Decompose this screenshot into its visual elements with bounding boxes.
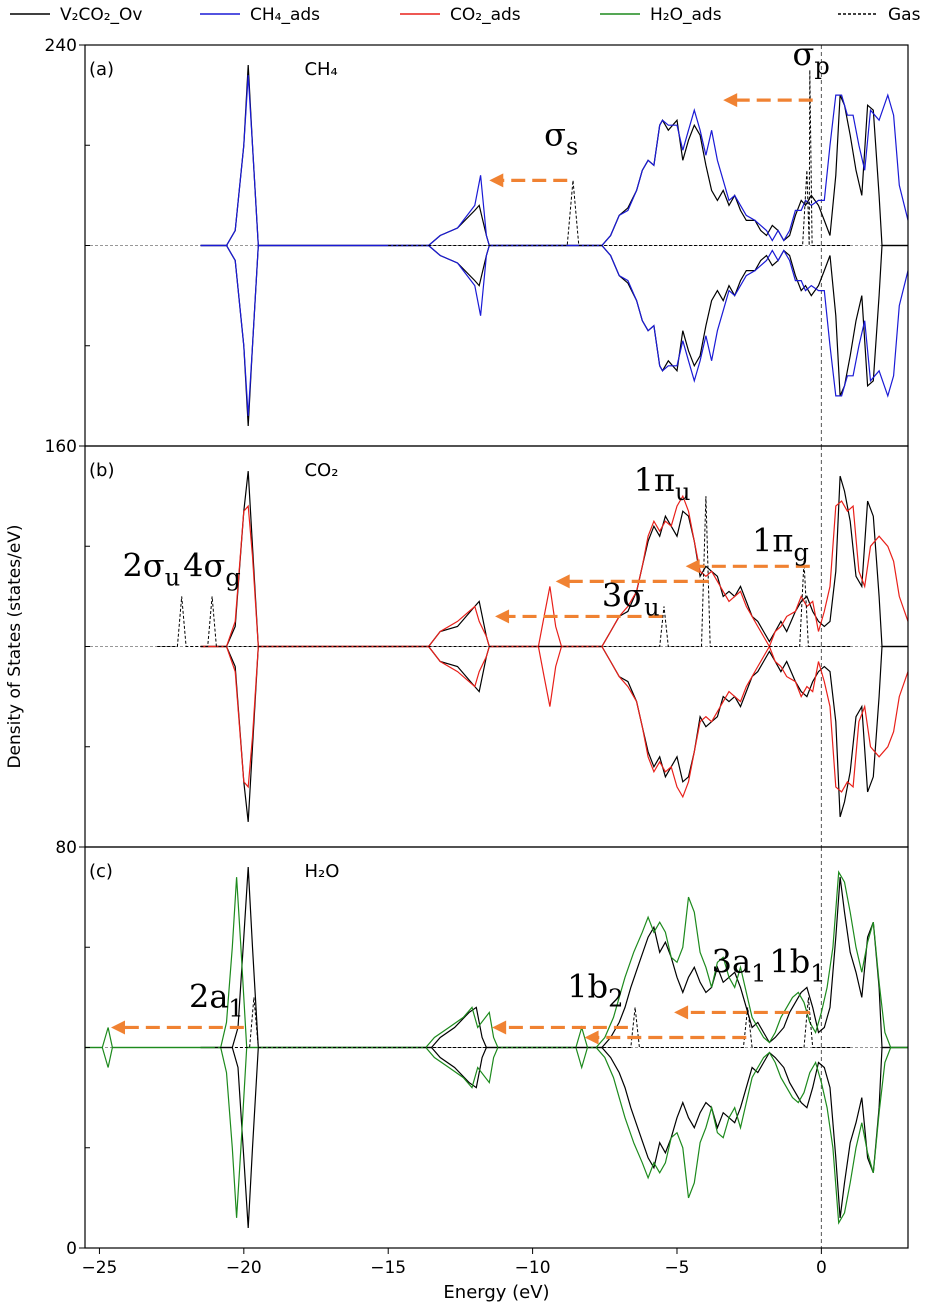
shift-arrowhead-b-2 [685, 559, 700, 574]
shift-arrowhead-c-0 [110, 1020, 125, 1035]
panel-tag-a: (a) [89, 59, 114, 80]
series-v2co2-down-c [200, 1046, 908, 1229]
legend-entry-gas: Gas [838, 5, 921, 25]
y-tick-label: 240 [45, 36, 77, 56]
orbital-label-c-1: 1b2 [567, 967, 623, 1012]
shift-arrowhead-a-1 [723, 93, 738, 108]
orbital-label-b-2: 3σu [602, 576, 660, 621]
x-axis-label: Energy (eV) [443, 1282, 549, 1303]
legend-entry-h2o: H₂O_ads [600, 5, 722, 25]
panel-b: 2σu 4σg 3σu 1πu 1πg (b) CO₂ [84, 445, 909, 848]
x-tick-label: −10 [515, 1258, 551, 1278]
series-v2co2-down-b [200, 645, 908, 822]
legend-entry-ch4: CH₄_ads [200, 5, 320, 25]
y-tick-label: 80 [55, 838, 77, 858]
series-v2co2-up-a [200, 64, 908, 247]
shift-arrowhead-c-3 [674, 1005, 689, 1020]
legend-label-co2: CO₂_ads [450, 5, 521, 25]
series-ch4-down-a [200, 244, 908, 416]
series-v2co2-up-c [200, 866, 908, 1049]
legend-entry-v2co2: V₂CO₂_Ov [10, 5, 142, 25]
panel-molecule-c: H₂O [304, 861, 339, 882]
orbital-label-b-3: 1πu [634, 461, 691, 506]
series-h2o-up-c [85, 870, 908, 1049]
shift-arrowhead-b-1 [555, 574, 570, 589]
series-v2co2-up-b [200, 471, 908, 648]
panel-tag-b: (b) [89, 460, 114, 481]
y-tick-label: 160 [45, 437, 77, 457]
shift-arrowhead-c-2 [584, 1030, 599, 1045]
series-ch4-up-a [200, 75, 908, 247]
orbital-label-c-2: 3a1 [712, 942, 767, 987]
legend-entry-co2: CO₂_ads [400, 5, 521, 25]
panel-c-plot [85, 847, 908, 1248]
panel-c: 2a1 1b2 3a1 1b1 (c) H₂O [84, 846, 909, 1249]
panel-molecule-a: CH₄ [304, 59, 337, 80]
orbital-label-a-1: σp [792, 35, 829, 80]
panel-b-plot [85, 446, 908, 847]
series-gas-c [214, 997, 851, 1048]
shift-arrowhead-c-1 [492, 1020, 507, 1035]
x-tick-label: −5 [664, 1258, 689, 1278]
shift-arrowhead-b-0 [495, 609, 510, 624]
panel-a: σs σp (a) CH₄ [84, 35, 909, 447]
x-tick-label: −20 [226, 1258, 262, 1278]
series-v2co2-down-a [200, 244, 908, 427]
orbital-label-a-0: σs [544, 115, 578, 160]
orbital-label-b-1: 4σg [183, 546, 241, 591]
legend-label-gas: Gas [888, 5, 921, 25]
legend-label-h2o: H₂O_ads [650, 5, 722, 25]
legend-label-ch4: CH₄_ads [250, 5, 320, 25]
series-h2o-down-c [85, 1046, 908, 1225]
y-tick-label: 0 [66, 1239, 77, 1259]
panel-molecule-b: CO₂ [304, 460, 338, 481]
panel-tag-c: (c) [89, 861, 113, 882]
y-axis-label: Density of States (states/eV) [5, 524, 25, 768]
y-axis: 0 80 160 240 Density of States (states/eV) [5, 36, 85, 1259]
orbital-label-c-0: 2a1 [189, 977, 244, 1022]
panel-a-plot [85, 45, 908, 446]
shift-arrowhead-a-0 [489, 173, 504, 188]
legend-label-v2co2: V₂CO₂_Ov [60, 5, 142, 25]
series-gas-b [157, 496, 851, 647]
series-co2-up-b [200, 494, 908, 648]
x-axis: −25 −20 −15 −10 −5 0 Energy (eV) [81, 1248, 827, 1303]
series-gas-a [388, 70, 851, 246]
x-tick-label: −15 [370, 1258, 406, 1278]
orbital-label-b-4: 1πg [752, 521, 809, 566]
orbital-label-c-3: 1b1 [769, 942, 825, 987]
legend: V₂CO₂_Ov CH₄_ads CO₂_ads H₂O_ads Gas [10, 5, 921, 25]
orbital-label-b-0: 2σu [123, 546, 181, 591]
x-tick-label: −25 [81, 1258, 117, 1278]
panels: σs σp (a) CH₄ 2σu 4σg 3σu 1πu 1πg (b) CO₂ 2a1 1b2 3a1… [84, 35, 909, 1249]
x-tick-label: 0 [816, 1258, 827, 1278]
series-co2-down-b [200, 645, 908, 799]
